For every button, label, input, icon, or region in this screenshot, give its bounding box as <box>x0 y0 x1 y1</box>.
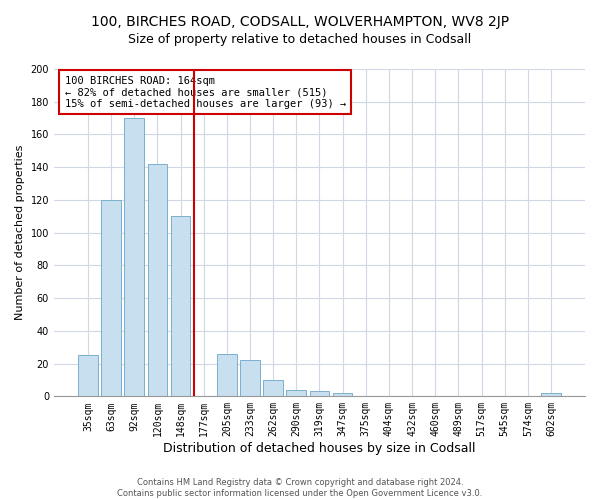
Bar <box>124 118 144 396</box>
Text: 100 BIRCHES ROAD: 164sqm
← 82% of detached houses are smaller (515)
15% of semi-: 100 BIRCHES ROAD: 164sqm ← 82% of detach… <box>65 76 346 108</box>
Text: Contains HM Land Registry data © Crown copyright and database right 2024.
Contai: Contains HM Land Registry data © Crown c… <box>118 478 482 498</box>
Y-axis label: Number of detached properties: Number of detached properties <box>15 145 25 320</box>
Bar <box>333 393 352 396</box>
Text: 100, BIRCHES ROAD, CODSALL, WOLVERHAMPTON, WV8 2JP: 100, BIRCHES ROAD, CODSALL, WOLVERHAMPTO… <box>91 15 509 29</box>
Bar <box>286 390 306 396</box>
Bar <box>310 392 329 396</box>
Bar <box>263 380 283 396</box>
Bar <box>148 164 167 396</box>
Text: Size of property relative to detached houses in Codsall: Size of property relative to detached ho… <box>128 32 472 46</box>
Bar <box>78 356 98 397</box>
Bar <box>541 393 561 396</box>
Bar <box>240 360 260 396</box>
X-axis label: Distribution of detached houses by size in Codsall: Distribution of detached houses by size … <box>163 442 476 455</box>
Bar <box>217 354 236 397</box>
Bar <box>101 200 121 396</box>
Bar <box>170 216 190 396</box>
